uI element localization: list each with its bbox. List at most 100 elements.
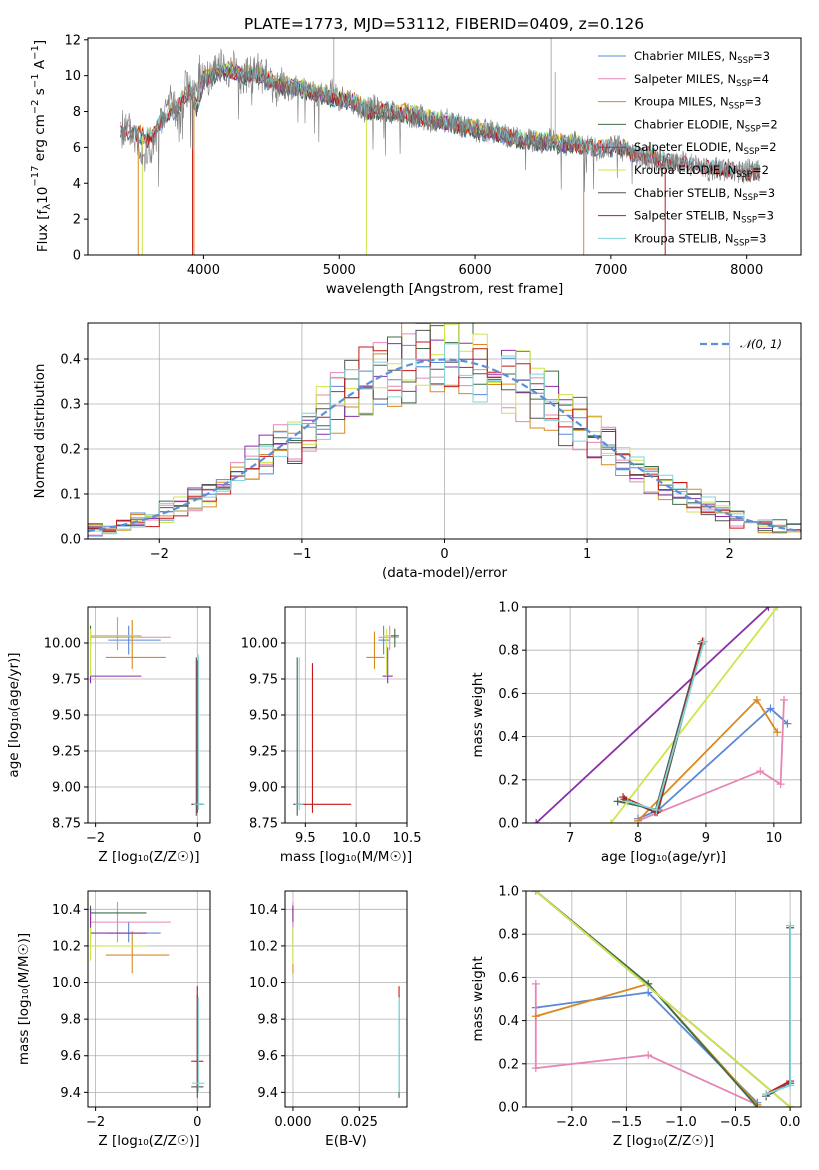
- y-tick-label: 10.4: [249, 903, 278, 918]
- legend-label: Chabrier MILES, NSSP=3: [634, 49, 770, 66]
- y-tick-label: 8: [73, 105, 81, 120]
- x-tick-label: 5000: [323, 263, 356, 278]
- y-tick-label: 0.2: [498, 773, 519, 788]
- y-axis-label-part: A: [32, 59, 48, 73]
- legend-label-value: =3: [749, 231, 766, 245]
- legend-label-text: Chabrier ELODIE, N: [634, 117, 745, 131]
- legend-label-value: =3: [757, 209, 774, 223]
- legend-label-text: Salpeter ELODIE, N: [634, 140, 744, 154]
- x-tick-label: 1: [583, 547, 591, 562]
- observed-spectrum-line: [120, 48, 761, 192]
- y-tick-label: 0.2: [60, 443, 81, 458]
- y-tick-label: 9.50: [249, 709, 278, 724]
- weight-line: [535, 982, 758, 1106]
- axes-frame: [87, 322, 802, 540]
- point-marker: [699, 637, 708, 646]
- y-tick-label: 10.4: [52, 903, 81, 918]
- y-tick-label: 9.8: [60, 1013, 81, 1028]
- y-axis-label-part: −1: [30, 45, 41, 60]
- point-marker: [619, 793, 628, 802]
- chart-title: PLATE=1773, MJD=53112, FIBERID=0409, z=0…: [244, 15, 644, 33]
- y-axis-label-part: s: [32, 88, 48, 99]
- y-tick-label: 10.00: [241, 637, 278, 652]
- point-marker: [652, 806, 661, 815]
- legend-label: Salpeter ELODIE, NSSP=2: [634, 140, 777, 157]
- x-axis-label: Z [log₁₀(Z/Z☉)]: [98, 1133, 199, 1149]
- x-axis-label: (data-model)/error: [382, 565, 508, 581]
- plot-area: [531, 891, 795, 1107]
- y-tick-label: 10.00: [44, 637, 81, 652]
- legend-label-value: =2: [760, 140, 777, 154]
- axes-frame: [284, 606, 408, 824]
- legend-label-subscript: SSP: [736, 170, 752, 180]
- point-marker: [644, 988, 653, 997]
- y-tick-label: 10.0: [52, 976, 81, 991]
- weight-line: [765, 925, 791, 1095]
- y-tick-label: 0.6: [498, 687, 519, 702]
- y-tick-label: 9.25: [52, 745, 81, 760]
- weight-line: [637, 699, 785, 822]
- x-tick-label: 9: [702, 831, 710, 846]
- legend-label-text: Chabrier MILES, N: [634, 49, 737, 63]
- x-tick-label: 0: [193, 831, 201, 846]
- y-tick-label: 0.0: [60, 533, 81, 548]
- x-tick-label: −2: [86, 831, 105, 846]
- y-tick-label: 9.8: [257, 1013, 278, 1028]
- y-tick-label: 9.50: [52, 709, 81, 724]
- point-marker: [783, 719, 792, 728]
- point-marker: [531, 1064, 540, 1073]
- plot-area: [293, 625, 399, 816]
- y-axis-label-part: ]: [32, 40, 48, 45]
- y-tick-label: 12: [64, 33, 81, 48]
- legend-label-value: =2: [752, 163, 769, 177]
- weight-line: [610, 607, 778, 823]
- weight-line: [535, 891, 758, 1107]
- histogram-step: [88, 343, 801, 535]
- y-tick-label: 2: [73, 213, 81, 228]
- axes-frame: [87, 890, 211, 1108]
- axes-frame: [525, 606, 802, 824]
- x-tick-label: 8: [634, 831, 642, 846]
- point-marker: [762, 1090, 771, 1099]
- legend-label: Chabrier ELODIE, NSSP=2: [634, 117, 778, 134]
- x-tick-label: 8000: [730, 263, 763, 278]
- x-axis-label: mass [log₁₀(M/M☉)]: [280, 849, 412, 865]
- weight-line: [535, 607, 770, 823]
- x-tick-label: 0: [193, 1115, 201, 1130]
- y-tick-label: 1.0: [498, 601, 519, 616]
- x-tick-label: −2: [150, 547, 169, 562]
- normal-curve: [88, 358, 801, 533]
- legend-label-value: =3: [758, 186, 775, 200]
- x-tick-label: 0.0: [780, 1115, 801, 1130]
- y-axis-label: mass weight: [470, 672, 486, 757]
- y-tick-label: 0.0: [498, 817, 519, 832]
- y-axis-label-part: 10: [35, 187, 51, 204]
- y-tick-label: 6: [73, 141, 81, 156]
- y-axis-label-part: −1: [30, 73, 41, 88]
- axes-frame: [87, 37, 802, 256]
- panel-mass-age: 9.5 10.0 10.5 8.75 9.00 9.25 9.50 9.75 10.00 mass…: [241, 606, 421, 865]
- y-tick-label: 9.75: [249, 673, 278, 688]
- plot-area: [292, 901, 400, 1098]
- x-axis-label: Z [log₁₀(Z/Z☉)]: [613, 1133, 714, 1149]
- y-axis-label-part: Flux [f: [35, 209, 51, 253]
- axes-frame: [284, 890, 408, 1108]
- x-tick-label: 7000: [594, 263, 627, 278]
- legend-label: 𝒩(0, 1): [740, 337, 782, 351]
- legend-label: Kroupa STELIB, NSSP=3: [634, 231, 766, 248]
- legend-label-subscript: SSP: [745, 124, 761, 134]
- y-tick-label: 0.2: [498, 1057, 519, 1072]
- y-tick-label: 4: [73, 177, 81, 192]
- y-tick-label: 0.4: [498, 730, 519, 745]
- y-tick-label: 9.25: [249, 745, 278, 760]
- legend-label-subscript: SSP: [744, 147, 760, 157]
- point-marker: [753, 1103, 762, 1107]
- x-tick-label: −1.5: [611, 1115, 643, 1130]
- y-tick-label: 0.1: [60, 488, 81, 503]
- legend-label: Kroupa MILES, NSSP=3: [634, 95, 761, 112]
- x-tick-label: −2.0: [556, 1115, 588, 1130]
- panel-residuals: −2 −1 0 1 2 0.0 0.1 0.2 0.3 0.4 (data-model)/error…: [32, 322, 802, 581]
- legend: 𝒩(0, 1): [700, 337, 782, 351]
- y-tick-label: 0.3: [60, 398, 81, 413]
